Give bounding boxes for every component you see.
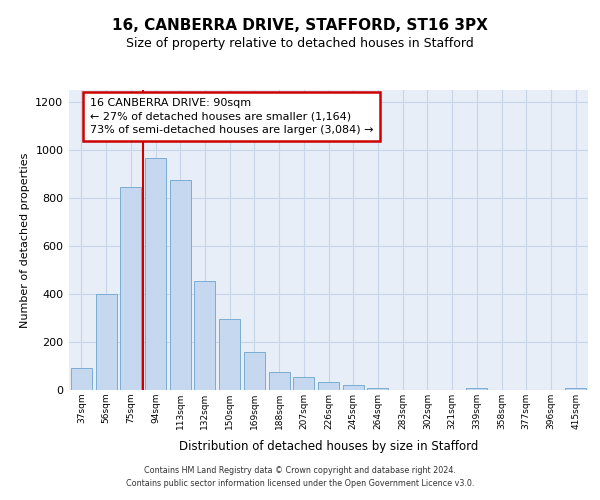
Bar: [466, 388, 487, 390]
Bar: [269, 372, 290, 390]
Text: 16, CANBERRA DRIVE, STAFFORD, ST16 3PX: 16, CANBERRA DRIVE, STAFFORD, ST16 3PX: [112, 18, 488, 32]
Bar: [367, 388, 388, 390]
Text: Size of property relative to detached houses in Stafford: Size of property relative to detached ho…: [126, 38, 474, 51]
Text: 16 CANBERRA DRIVE: 90sqm
← 27% of detached houses are smaller (1,164)
73% of sem: 16 CANBERRA DRIVE: 90sqm ← 27% of detach…: [90, 98, 374, 135]
Bar: [219, 319, 240, 390]
Bar: [318, 382, 339, 390]
Bar: [145, 158, 166, 390]
X-axis label: Distribution of detached houses by size in Stafford: Distribution of detached houses by size …: [179, 440, 478, 454]
Bar: [343, 385, 364, 390]
Bar: [293, 378, 314, 390]
Y-axis label: Number of detached properties: Number of detached properties: [20, 152, 30, 328]
Bar: [244, 352, 265, 390]
Bar: [170, 180, 191, 390]
Bar: [565, 388, 586, 390]
Bar: [120, 187, 141, 390]
Bar: [71, 368, 92, 390]
Bar: [95, 294, 116, 390]
Text: Contains HM Land Registry data © Crown copyright and database right 2024.
Contai: Contains HM Land Registry data © Crown c…: [126, 466, 474, 487]
Bar: [194, 281, 215, 390]
